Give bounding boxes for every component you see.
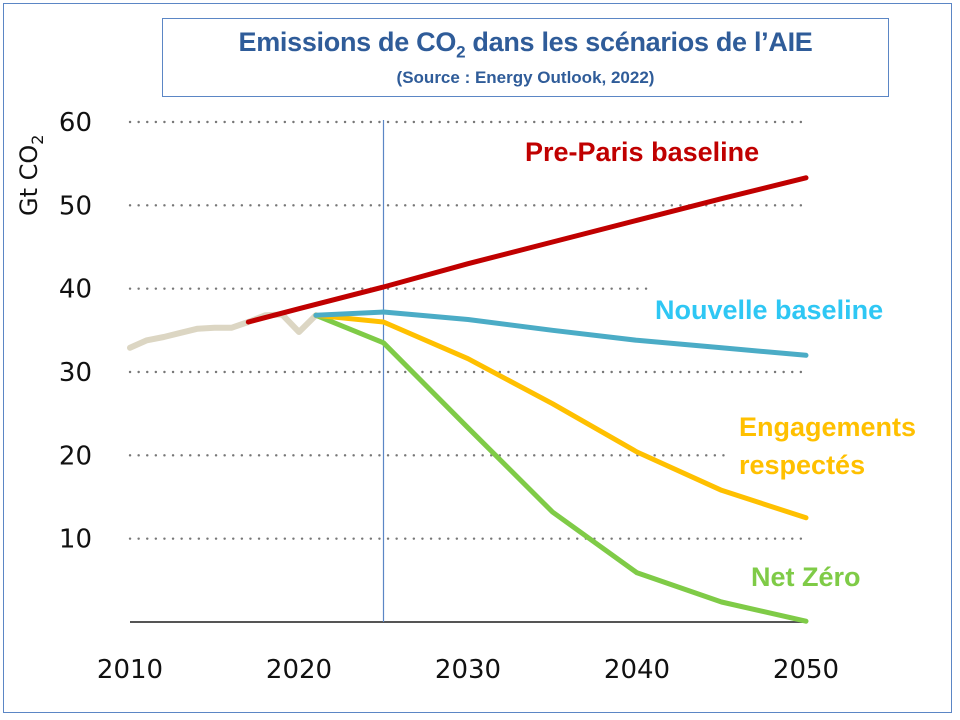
x-tick-2050: 2050: [773, 655, 839, 685]
series-line-pre-paris-baseline: [245, 175, 809, 325]
chart-subtitle: (Source : Energy Outlook, 2022): [396, 68, 655, 88]
x-tick-2030: 2030: [435, 655, 501, 685]
chart-title-part2: dans les scénarios de l’AIE: [465, 27, 813, 57]
y-tick-40: 40: [59, 275, 92, 305]
series-lines: [127, 175, 809, 624]
y-axis-label: Gt CO2: [15, 135, 47, 216]
chart-title-subscript: 2: [456, 42, 466, 62]
y-tick-50: 50: [59, 191, 92, 221]
y-tick-20: 20: [59, 441, 92, 471]
label-net-zero: Net Zéro: [751, 562, 861, 592]
chart-title: Emissions de CO2 dans les scénarios de l…: [163, 27, 888, 62]
series-line-engagements-respect-s: [313, 312, 809, 521]
label-engagements-line2: respectés: [739, 450, 865, 480]
x-tick-2020: 2020: [266, 655, 332, 685]
series-line-nouvelle-baseline: [313, 309, 809, 358]
gridlines: [128, 120, 808, 540]
label-nouvelle-baseline: Nouvelle baseline: [655, 295, 883, 325]
title-box: Emissions de CO2 dans les scénarios de l…: [162, 18, 889, 97]
y-tick-30: 30: [59, 358, 92, 388]
x-tick-2040: 2040: [604, 655, 670, 685]
series-line-net-z-ro: [313, 312, 809, 624]
label-pre-paris: Pre-Paris baseline: [525, 137, 759, 167]
y-tick-labels: 10 20 30 40 50 60: [59, 108, 92, 555]
x-tick-labels: 2010 2020 2030 2040 2050: [97, 655, 839, 685]
figure-frame: [3, 3, 952, 713]
label-engagements-line1: Engagements: [739, 412, 916, 442]
x-tick-2010: 2010: [97, 655, 163, 685]
series-line-historique: [127, 311, 319, 351]
y-tick-60: 60: [59, 108, 92, 138]
chart-title-part1: Emissions de CO: [238, 27, 457, 57]
y-tick-10: 10: [59, 525, 92, 555]
